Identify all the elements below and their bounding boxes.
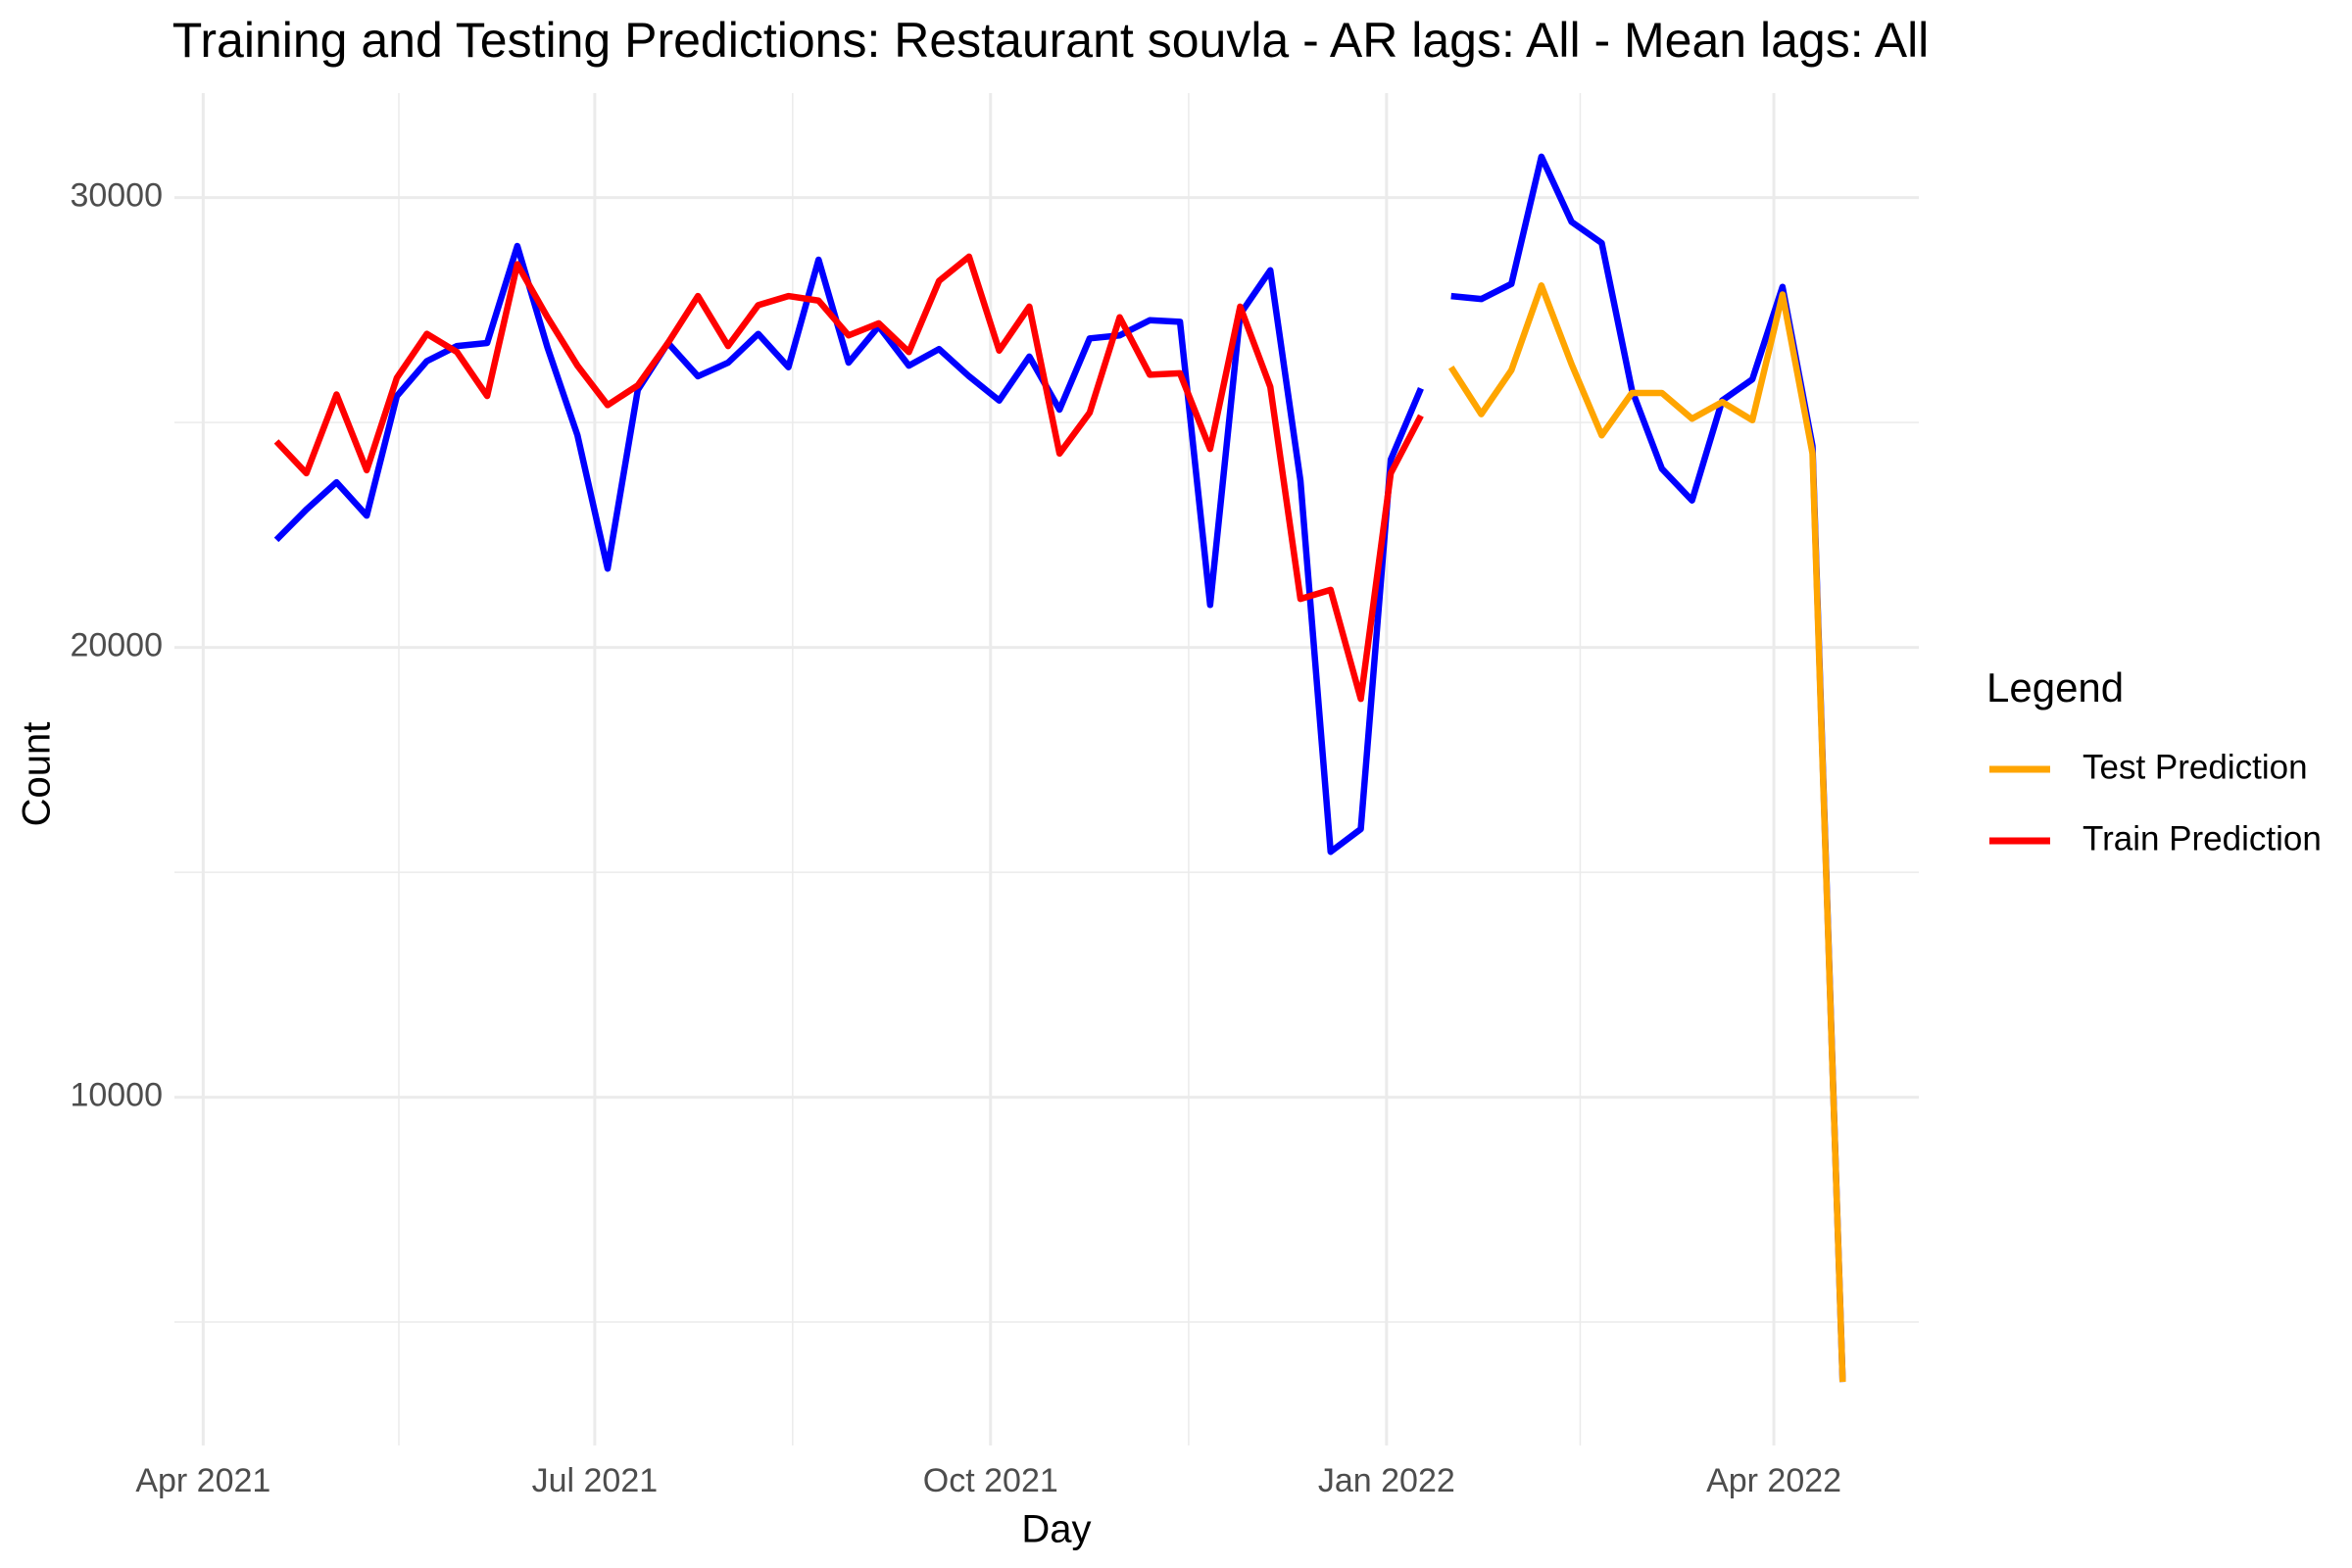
legend-title: Legend: [1986, 664, 2124, 710]
x-tick-label: Apr 2022: [1706, 1462, 1841, 1499]
y-tick-label: 10000: [70, 1077, 163, 1114]
x-tick-label: Jan 2022: [1318, 1462, 1455, 1499]
series-line: [273, 242, 1424, 856]
y-axis-label: Count: [16, 722, 59, 827]
series-line: [1450, 153, 1846, 1383]
y-tick-label: 30000: [70, 177, 163, 215]
legend-label: Train Prediction: [2082, 819, 2322, 858]
legend-label: Test Prediction: [2082, 748, 2308, 786]
x-tick-label: Oct 2021: [923, 1462, 1058, 1499]
x-tick-label: Jul 2021: [532, 1462, 659, 1499]
chart-title: Training and Testing Predictions: Restau…: [172, 13, 1930, 68]
series-line: [1447, 282, 1846, 1383]
series-line: [273, 253, 1424, 703]
y-tick-label: 20000: [70, 627, 163, 664]
x-tick-label: Apr 2021: [135, 1462, 270, 1499]
x-axis-label: Day: [1021, 1508, 1091, 1551]
